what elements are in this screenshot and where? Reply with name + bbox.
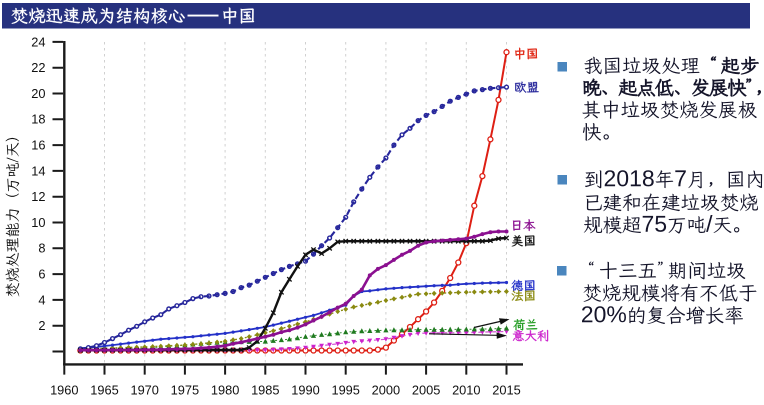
svg-text:22: 22 [31, 60, 45, 75]
svg-text:2: 2 [38, 318, 45, 333]
svg-text:18: 18 [31, 112, 45, 127]
svg-text:1960: 1960 [50, 383, 78, 398]
svg-text:4: 4 [38, 292, 45, 307]
svg-text:8: 8 [38, 241, 45, 256]
svg-text:1975: 1975 [171, 383, 199, 398]
svg-text:1970: 1970 [130, 383, 158, 398]
svg-text:10: 10 [31, 215, 45, 230]
svg-text:6: 6 [38, 267, 45, 282]
svg-text:12: 12 [31, 189, 45, 204]
svg-text:1980: 1980 [211, 383, 239, 398]
svg-text:2015: 2015 [492, 383, 520, 398]
svg-text:2010: 2010 [452, 383, 480, 398]
svg-text:1990: 1990 [291, 383, 319, 398]
svg-text:1995: 1995 [331, 383, 359, 398]
svg-text:16: 16 [31, 138, 45, 153]
svg-text:1965: 1965 [90, 383, 118, 398]
svg-text:1985: 1985 [251, 383, 279, 398]
svg-text:2000: 2000 [372, 383, 400, 398]
svg-text:2005: 2005 [412, 383, 440, 398]
svg-text:14: 14 [31, 163, 45, 178]
svg-text:24: 24 [31, 34, 45, 49]
svg-text:20: 20 [31, 86, 45, 101]
